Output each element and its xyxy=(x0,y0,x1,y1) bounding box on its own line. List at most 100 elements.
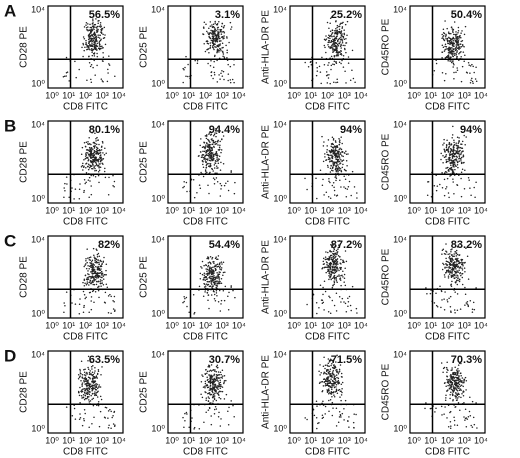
event-dot xyxy=(340,47,342,49)
event-dot xyxy=(459,409,461,412)
event-dot xyxy=(454,312,456,314)
y-axis-label: CD28 PE xyxy=(19,26,30,68)
event-dot xyxy=(91,51,93,54)
event-dot xyxy=(213,291,215,293)
event-dot xyxy=(101,272,104,274)
event-dot xyxy=(83,294,86,296)
event-dot xyxy=(95,152,98,154)
event-dot xyxy=(223,56,226,58)
event-dot xyxy=(457,277,459,279)
event-dot xyxy=(333,63,336,66)
event-dot xyxy=(456,50,458,52)
event-dot xyxy=(214,405,217,408)
event-dot xyxy=(325,51,327,54)
event-dot xyxy=(68,80,70,82)
event-dot xyxy=(207,365,209,368)
event-dot xyxy=(81,377,84,379)
event-dot xyxy=(339,414,342,416)
event-dot xyxy=(340,30,343,32)
event-dot xyxy=(98,25,100,28)
event-dot xyxy=(83,418,85,420)
event-dot xyxy=(89,16,92,18)
event-dot xyxy=(91,281,93,284)
event-dot xyxy=(335,20,337,22)
event-dot xyxy=(219,381,222,384)
event-dot xyxy=(345,310,348,313)
event-dot xyxy=(462,154,465,156)
event-dot xyxy=(338,167,341,169)
event-dot xyxy=(333,150,335,152)
event-dot xyxy=(338,371,340,373)
event-dot xyxy=(459,157,462,160)
event-dot xyxy=(338,416,341,418)
event-dot xyxy=(456,309,459,312)
event-dot xyxy=(85,267,88,270)
event-dot xyxy=(460,258,463,261)
plot-frame xyxy=(47,350,124,434)
event-dot xyxy=(449,150,452,153)
event-dot xyxy=(458,260,460,263)
event-dot xyxy=(456,394,459,397)
event-dot xyxy=(467,304,469,307)
event-dot xyxy=(315,400,318,402)
event-dot xyxy=(94,40,97,43)
event-dot xyxy=(446,37,449,40)
event-dot xyxy=(451,389,454,392)
event-dot xyxy=(444,56,447,59)
y-tick-label: 10⁴ xyxy=(273,119,287,129)
event-dot xyxy=(99,279,102,281)
event-dot xyxy=(338,25,340,28)
percent-label: 94% xyxy=(460,124,482,136)
event-dot xyxy=(64,189,66,192)
event-dot xyxy=(87,26,89,28)
event-dot xyxy=(454,366,456,369)
event-dot xyxy=(356,197,358,199)
event-dot xyxy=(338,141,341,143)
event-dot xyxy=(196,62,199,65)
event-dot xyxy=(98,425,101,428)
event-dot xyxy=(333,35,335,37)
event-dot xyxy=(89,154,92,156)
event-dot xyxy=(218,282,220,285)
event-dot xyxy=(467,177,470,179)
event-dot xyxy=(337,161,340,163)
event-dot xyxy=(329,254,332,257)
event-dot xyxy=(328,270,330,272)
event-dot xyxy=(457,385,459,387)
event-dot xyxy=(207,392,210,395)
event-dot xyxy=(332,170,334,172)
event-dot xyxy=(218,411,220,414)
event-dot xyxy=(445,186,448,188)
event-dot xyxy=(108,424,110,427)
event-dot xyxy=(448,159,450,162)
event-dot xyxy=(222,70,225,73)
event-dot xyxy=(213,297,216,300)
event-dot xyxy=(329,380,331,383)
event-dot xyxy=(340,36,342,39)
event-dot xyxy=(459,46,461,48)
event-dot xyxy=(338,240,341,242)
y-tick-label: 10⁰ xyxy=(31,308,45,318)
event-dot xyxy=(318,65,321,68)
x-tick-label: 10² xyxy=(199,205,212,215)
event-dot xyxy=(203,421,205,424)
event-dot xyxy=(453,416,455,419)
event-dot xyxy=(451,280,453,283)
event-dot xyxy=(336,376,338,379)
event-dot xyxy=(324,258,327,261)
event-dot xyxy=(90,372,92,375)
event-dot xyxy=(330,386,333,389)
event-dot xyxy=(212,25,215,28)
event-dot xyxy=(85,171,88,174)
event-dot xyxy=(206,270,208,272)
event-dot xyxy=(313,414,316,417)
event-dot xyxy=(216,379,219,381)
event-dot xyxy=(220,184,223,187)
event-dot xyxy=(335,253,337,256)
event-dot xyxy=(337,155,339,157)
event-dot xyxy=(456,161,459,164)
x-axis-label: CD8 FITC xyxy=(183,217,228,228)
event-dot xyxy=(464,419,466,421)
event-dot xyxy=(321,268,323,270)
event-dot xyxy=(99,259,102,262)
